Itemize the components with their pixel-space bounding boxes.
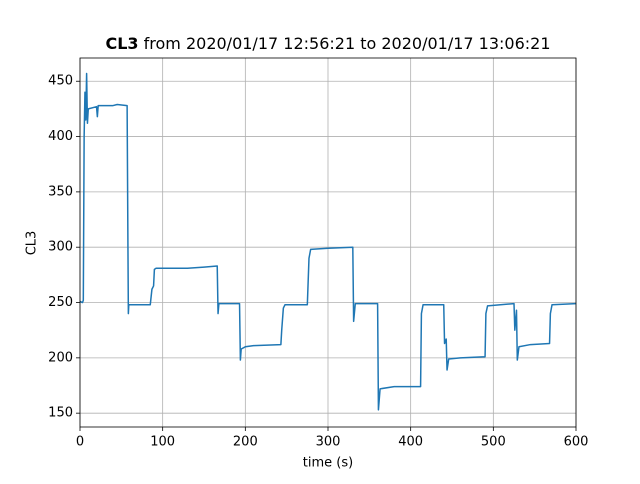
plot-frame bbox=[79, 57, 577, 428]
x-tick-label: 100 bbox=[150, 435, 175, 450]
x-tick-label: 400 bbox=[398, 435, 423, 450]
x-tick-label: 300 bbox=[316, 435, 341, 450]
title-bold: CL3 bbox=[105, 34, 138, 53]
x-tick-label: 500 bbox=[481, 435, 506, 450]
y-tick-label: 200 bbox=[48, 350, 73, 365]
y-tick-label: 150 bbox=[48, 406, 73, 421]
y-axis-label: CL3 bbox=[25, 231, 40, 256]
y-tick-label: 300 bbox=[48, 240, 73, 255]
x-tick-label: 600 bbox=[564, 435, 589, 450]
y-tick-label: 250 bbox=[48, 295, 73, 310]
chart-title: CL3 from 2020/01/17 12:56:21 to 2020/01/… bbox=[105, 34, 550, 53]
x-tick-label: 200 bbox=[233, 435, 258, 450]
y-tick-label: 450 bbox=[48, 74, 73, 89]
x-axis-label: time (s) bbox=[303, 456, 353, 471]
y-tick-label: 400 bbox=[48, 129, 73, 144]
data-line bbox=[79, 72, 577, 411]
y-tick-label: 350 bbox=[48, 184, 73, 199]
x-tick-label: 0 bbox=[76, 435, 84, 450]
title-text: from 2020/01/17 12:56:21 to 2020/01/17 1… bbox=[144, 34, 551, 53]
